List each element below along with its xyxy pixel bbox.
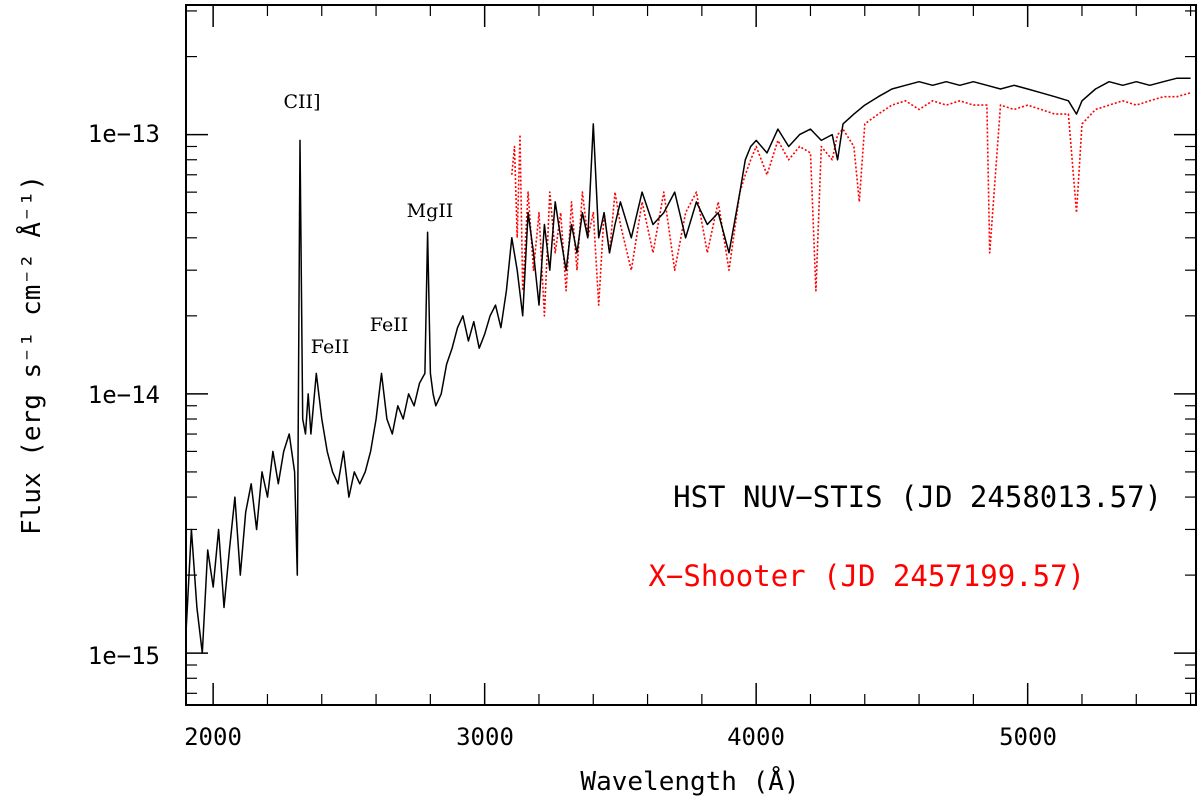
plot-frame: [185, 4, 1197, 706]
minor-ticks: [186, 5, 1196, 705]
x-tick-label: 2000: [184, 723, 242, 751]
x-shooter-series-group: [511, 92, 1191, 317]
x-axis-title: Wavelength (Å): [580, 765, 799, 797]
x-tick-label: 5000: [999, 723, 1057, 751]
y-axis-title: Flux (erg s⁻¹ cm⁻² Å⁻¹): [15, 175, 47, 535]
legend: HST NUV−STIS (JD 2458013.57) X−Shooter (…: [649, 480, 1163, 593]
legend-x-shooter: X−Shooter (JD 2457199.57): [649, 559, 1086, 593]
hst-nuv-stis-spectrum: [185, 77, 1191, 654]
annotation-cii: CII]: [284, 91, 321, 113]
y-tick-label: 1e−13: [88, 120, 160, 148]
x-shooter-spectrum: [511, 92, 1191, 317]
y-tick-labels: 1e−15 1e−14 1e−13: [88, 120, 160, 670]
major-ticks: [186, 5, 1196, 705]
x-tick-labels: 2000 3000 4000 5000: [184, 723, 1057, 751]
annotation-feii-1: FeII: [311, 336, 349, 358]
line-annotations: CII] FeII FeII MgII: [284, 91, 454, 358]
x-tick-label: 4000: [727, 723, 785, 751]
annotation-mgii: MgII: [407, 200, 454, 222]
hst-series-group: [185, 77, 1191, 654]
y-tick-label: 1e−14: [88, 381, 160, 409]
x-tick-label: 3000: [456, 723, 514, 751]
annotation-feii-2: FeII: [370, 314, 408, 336]
y-tick-label: 1e−15: [88, 642, 160, 670]
legend-hst-stis: HST NUV−STIS (JD 2458013.57): [673, 480, 1162, 514]
